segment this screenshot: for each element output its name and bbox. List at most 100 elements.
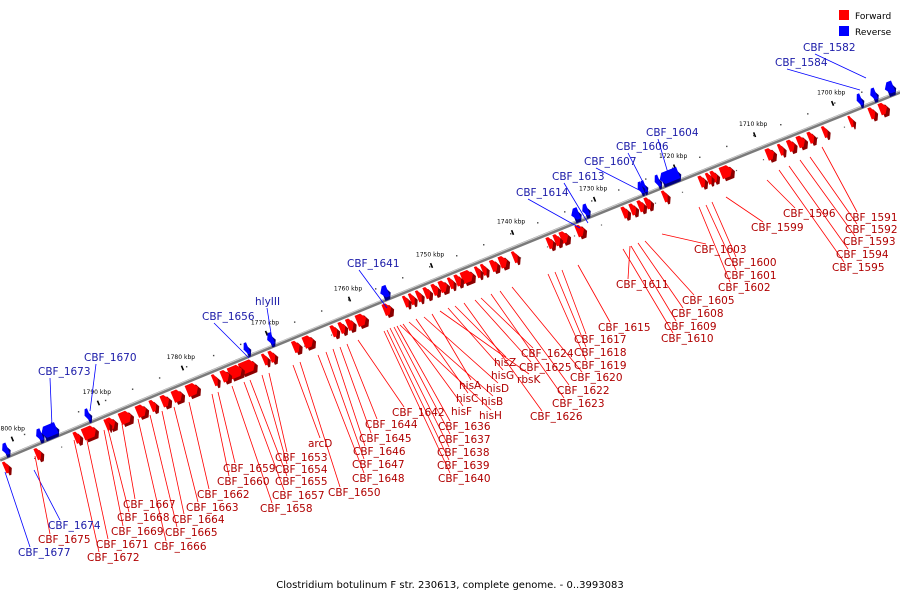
gene-label[interactable]: CBF_1624 (521, 348, 574, 360)
minor-tick (402, 277, 404, 279)
label-connector (480, 297, 534, 349)
gene-label[interactable]: CBF_1636 (438, 421, 491, 433)
gene-label[interactable]: arcD (308, 438, 332, 450)
gene-label[interactable]: CBF_1600 (724, 257, 777, 269)
gene-label[interactable]: CBF_1665 (165, 527, 218, 539)
gene-label[interactable]: CBF_1603 (694, 244, 747, 256)
gene-label[interactable]: hisF (451, 406, 472, 418)
gene-label[interactable]: rbsK (517, 374, 541, 386)
gene-label[interactable]: CBF_1610 (661, 333, 714, 345)
gene-label[interactable]: CBF_1640 (438, 473, 491, 485)
gene-label[interactable]: CBF_1594 (836, 249, 889, 261)
gene-label[interactable]: hisH (479, 410, 502, 422)
minor-tick (266, 332, 269, 334)
gene-label[interactable]: CBF_1657 (272, 490, 325, 502)
gene-label[interactable]: CBF_1647 (352, 459, 405, 471)
gene-label[interactable]: CBF_1622 (557, 385, 610, 397)
gene-label[interactable]: CBF_1614 (516, 187, 569, 199)
gene-label[interactable]: CBF_1592 (845, 224, 898, 236)
forward-gene (820, 126, 831, 141)
forward-gene (72, 431, 84, 446)
gene-label[interactable]: CBF_1608 (671, 308, 724, 320)
gene-label[interactable]: CBF_1626 (530, 411, 583, 423)
gene-label[interactable]: hisZ (494, 357, 516, 369)
gene-label[interactable]: CBF_1593 (843, 236, 896, 248)
gene-label[interactable]: CBF_1599 (751, 222, 804, 234)
gene-label[interactable]: hisA (459, 380, 482, 392)
gene-label[interactable]: CBF_1641 (347, 258, 400, 270)
gene-label[interactable]: CBF_1591 (845, 212, 898, 224)
label-connector (821, 146, 858, 213)
label-connector (396, 325, 451, 422)
gene-label[interactable]: CBF_1606 (616, 141, 669, 153)
gene-label[interactable]: CBF_1611 (616, 279, 669, 291)
gene-label[interactable]: CBF_1623 (552, 398, 605, 410)
gene-label[interactable]: CBF_1673 (38, 366, 91, 378)
gene-body (820, 126, 828, 139)
gene-label[interactable]: CBF_1637 (438, 434, 491, 446)
gene-label[interactable]: hisB (481, 396, 503, 408)
gene-label[interactable]: CBF_1584 (775, 57, 828, 69)
gene-label[interactable]: CBF_1646 (353, 446, 406, 458)
gene-label[interactable]: CBF_1620 (570, 372, 623, 384)
gene-label[interactable]: CBF_1625 (519, 362, 572, 374)
gene-label[interactable]: CBF_1615 (598, 322, 651, 334)
gene-label[interactable]: CBF_1613 (552, 171, 605, 183)
gene-label[interactable]: CBF_1659 (223, 463, 276, 475)
forward-gene (552, 234, 564, 249)
gene-label[interactable]: hisD (486, 383, 509, 395)
gene-label[interactable]: CBF_1601 (724, 270, 777, 282)
gene-label[interactable]: CBF_1653 (275, 452, 328, 464)
gene-label[interactable]: CBF_1602 (718, 282, 771, 294)
minor-tick (726, 145, 728, 148)
gene-label[interactable]: CBF_1644 (365, 419, 418, 431)
gene-label[interactable]: CBF_1618 (574, 347, 627, 359)
gene-label[interactable]: CBF_1582 (803, 42, 856, 54)
gene-body (847, 115, 854, 128)
gene-label[interactable]: CBF_1638 (437, 447, 490, 459)
gene-label[interactable]: CBF_1655 (275, 476, 328, 488)
label-connector (249, 379, 288, 477)
gene-label[interactable]: CBF_1658 (260, 503, 313, 515)
gene-label[interactable]: hlyIII (255, 296, 280, 308)
gene-label[interactable]: CBF_1664 (172, 514, 225, 526)
gene-label[interactable]: CBF_1648 (352, 473, 405, 485)
gene-label[interactable]: CBF_1669 (111, 526, 164, 538)
gene-body (510, 251, 518, 264)
forward-gene (877, 102, 891, 118)
gene-label[interactable]: CBF_1656 (202, 311, 255, 323)
gene-label[interactable]: CBF_1670 (84, 352, 137, 364)
minor-tick (645, 178, 647, 180)
gene-label[interactable]: CBF_1595 (832, 262, 885, 274)
gene-label[interactable]: CBF_1675 (38, 534, 91, 546)
gene-label[interactable]: CBF_1660 (217, 476, 270, 488)
gene-label[interactable]: CBF_1645 (359, 433, 412, 445)
gene-body (2, 442, 10, 455)
gene-label[interactable]: CBF_1619 (574, 360, 627, 372)
forward-gene (33, 448, 45, 463)
gene-body (267, 332, 276, 345)
gene-label[interactable]: CBF_1639 (437, 460, 490, 472)
gene-label[interactable]: CBF_1642 (392, 407, 445, 419)
gene-label[interactable]: CBF_1667 (123, 499, 176, 511)
gene-label[interactable]: CBF_1662 (197, 489, 250, 501)
gene-label[interactable]: CBF_1671 (96, 539, 149, 551)
gene-label[interactable]: CBF_1666 (154, 541, 207, 553)
gene-label[interactable]: CBF_1609 (664, 321, 717, 333)
gene-label[interactable]: CBF_1596 (783, 208, 836, 220)
gene-label[interactable]: CBF_1604 (646, 127, 699, 139)
gene-label[interactable]: hisG (491, 370, 514, 382)
forward-gene (497, 256, 511, 271)
label-connector (89, 363, 97, 412)
gene-label[interactable]: CBF_1617 (574, 334, 627, 346)
gene-label[interactable]: CBF_1607 (584, 156, 637, 168)
gene-label[interactable]: CBF_1650 (328, 487, 381, 499)
gene-label[interactable]: CBF_1654 (275, 464, 328, 476)
gene-label[interactable]: CBF_1663 (186, 502, 239, 514)
gene-label[interactable]: hisC (456, 393, 478, 405)
gene-label[interactable]: CBF_1605 (682, 295, 735, 307)
gene-label[interactable]: CBF_1672 (87, 552, 140, 564)
gene-label[interactable]: CBF_1677 (18, 547, 71, 559)
gene-label[interactable]: CBF_1668 (117, 512, 170, 524)
gene-label[interactable]: CBF_1674 (48, 520, 101, 532)
